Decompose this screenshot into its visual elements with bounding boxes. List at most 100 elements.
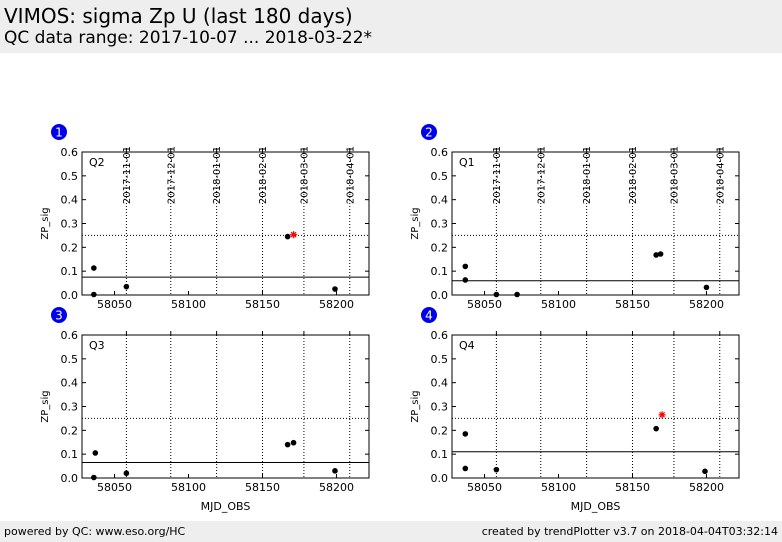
panel-2-x-tick-label: 58150 xyxy=(615,298,650,311)
panel-3-x-tick-label: 58050 xyxy=(97,481,132,494)
panel-1-x-tick-label: 58150 xyxy=(245,298,280,311)
panel-2-data-point xyxy=(653,252,659,258)
panel-1-date-tick-label: 2018-03-01 xyxy=(299,146,310,204)
panel-4-quadrant-label: Q4 xyxy=(459,339,475,352)
panel-3-badge-circle xyxy=(51,307,67,323)
panel-2-quadrant-label: Q1 xyxy=(459,156,475,169)
panel-1-y-tick-label: 0.6 xyxy=(61,146,79,159)
panel-3-y-tick-label: 0.4 xyxy=(61,377,79,390)
panel-2-y-tick-label: 0.6 xyxy=(431,146,449,159)
header-bar: VIMOS: sigma Zp U (last 180 days) QC dat… xyxy=(0,0,782,53)
panel-3-data-point xyxy=(123,470,130,477)
panel-1-data-point xyxy=(91,265,97,271)
panel-1-y-tick-label: 0.5 xyxy=(61,170,79,183)
panel-4-badge-circle xyxy=(421,307,437,323)
panel-4-x-tick-label: 58200 xyxy=(689,481,724,494)
panel-4-y-tick-label: 0.5 xyxy=(431,353,449,366)
panel-3-data-point xyxy=(290,439,297,446)
panel-2-data-point xyxy=(462,263,469,270)
panel-3-plot-frame xyxy=(81,334,370,479)
panel-1-data-point xyxy=(123,283,130,290)
panel-2-y-tick-label: 0.1 xyxy=(431,265,449,278)
panel-3-x-tick-label: 58100 xyxy=(171,481,206,494)
panel-4-x-tick-label: 58150 xyxy=(615,481,650,494)
panel-2-y-axis-label: ZP_sig xyxy=(410,207,421,239)
panel-4-y-tick-label: 0.1 xyxy=(431,448,449,461)
panel-1-y-axis-label: ZP_sig xyxy=(40,207,51,239)
panel-1-x-tick-label: 58050 xyxy=(97,298,132,311)
page-subtitle: QC data range: 2017-10-07 ... 2018-03-22… xyxy=(4,28,373,48)
panel-1-y-tick-label: 0.4 xyxy=(61,194,79,207)
panel-2-y-tick-label: 0.4 xyxy=(431,194,449,207)
panel-2-x-tick-label: 58050 xyxy=(467,298,502,311)
panel-4-badge-number: 4 xyxy=(425,309,433,323)
panel-3-data-point xyxy=(92,450,99,456)
panel-2-date-tick-label: 2018-04-01 xyxy=(715,146,726,204)
page-title: VIMOS: sigma Zp U (last 180 days) xyxy=(4,4,353,28)
panel-2-badge-number: 2 xyxy=(425,126,433,140)
panel-2-data-point xyxy=(493,291,500,298)
panel-2-y-tick-label: 0.3 xyxy=(431,218,449,231)
panel-1-date-tick-label: 2018-04-01 xyxy=(345,146,356,204)
panel-2-y-tick-label: 0.0 xyxy=(431,289,449,302)
panel-4-data-point xyxy=(462,431,469,437)
panel-4-data-point xyxy=(702,468,708,475)
panel-4-y-axis-label: ZP_sig xyxy=(410,390,421,422)
panel-4-y-tick-label: 0.3 xyxy=(431,401,449,414)
panel-4-y-tick-label: 0.4 xyxy=(431,377,449,390)
panel-2-x-tick-label: 58100 xyxy=(541,298,576,311)
panel-4-plot-frame xyxy=(451,334,740,479)
panel-3-y-tick-label: 0.0 xyxy=(61,472,79,485)
panel-1-data-point xyxy=(91,291,97,298)
panel-3-y-tick-label: 0.5 xyxy=(61,353,79,366)
panel-4-outlier-point xyxy=(658,411,666,419)
panel-3-y-tick-label: 0.2 xyxy=(61,424,79,437)
panel-1-x-tick-label: 58200 xyxy=(319,298,354,311)
panel-1-date-tick-label: 2018-01-01 xyxy=(212,146,223,204)
footer-bar: powered by QC: www.eso.org/HC created by… xyxy=(0,521,782,542)
panel-1-x-tick-label: 58100 xyxy=(171,298,206,311)
panel-4-y-tick-label: 0.0 xyxy=(431,472,449,485)
panel-2-badge-circle xyxy=(421,124,437,140)
panel-4-data-point xyxy=(493,466,500,473)
panel-4-y-tick-label: 0.6 xyxy=(431,329,449,342)
panel-1-date-tick-label: 2017-12-01 xyxy=(166,146,177,204)
panel-2-date-tick-label: 2017-11-01 xyxy=(492,146,503,204)
panel-1-y-tick-label: 0.1 xyxy=(61,265,79,278)
panel-1-date-tick-label: 2017-11-01 xyxy=(122,146,133,204)
panel-2-data-point xyxy=(657,251,664,257)
footer-created-by: created by trendPlotter v3.7 on 2018-04-… xyxy=(481,525,778,538)
panel-2-data-point xyxy=(514,291,520,298)
panel-1-quadrant-label: Q2 xyxy=(89,156,105,169)
panel-3-data-point xyxy=(284,441,291,448)
panel-2-date-tick-label: 2018-03-01 xyxy=(669,146,680,204)
panel-3-data-point xyxy=(91,474,97,481)
panel-1-date-tick-label: 2018-02-01 xyxy=(258,146,269,204)
panel-3-y-axis-label: ZP_sig xyxy=(40,390,51,422)
panel-3-y-tick-label: 0.1 xyxy=(61,448,79,461)
panel-1-data-point xyxy=(332,286,338,292)
panel-2-x-tick-label: 58200 xyxy=(689,298,724,311)
panel-3-x-tick-label: 58150 xyxy=(245,481,280,494)
panel-4-x-axis-label: MJD_OBS xyxy=(571,500,621,513)
panel-3-badge-number: 3 xyxy=(55,309,63,323)
panel-2-y-tick-label: 0.5 xyxy=(431,170,449,183)
panel-4-y-tick-label: 0.2 xyxy=(431,424,449,437)
panel-1-badge-number: 1 xyxy=(55,126,63,140)
panel-2-date-tick-label: 2017-12-01 xyxy=(536,146,547,204)
panel-1-data-point xyxy=(284,233,291,240)
panel-3-quadrant-label: Q3 xyxy=(89,339,105,352)
panel-1-y-tick-label: 0.2 xyxy=(61,241,79,254)
panel-2-y-tick-label: 0.2 xyxy=(431,241,449,254)
footer-powered-by: powered by QC: www.eso.org/HC xyxy=(4,525,186,538)
panel-4-data-point xyxy=(462,465,469,472)
panel-1-outlier-point xyxy=(290,231,298,239)
panel-2-date-tick-label: 2018-01-01 xyxy=(582,146,593,204)
panel-2-data-point xyxy=(703,284,710,291)
panel-4-x-tick-label: 58100 xyxy=(541,481,576,494)
panel-4-x-tick-label: 58050 xyxy=(467,481,502,494)
panel-3-x-axis-label: MJD_OBS xyxy=(201,500,251,513)
panel-4-data-point xyxy=(653,425,659,432)
panel-1-y-tick-label: 0.3 xyxy=(61,218,79,231)
